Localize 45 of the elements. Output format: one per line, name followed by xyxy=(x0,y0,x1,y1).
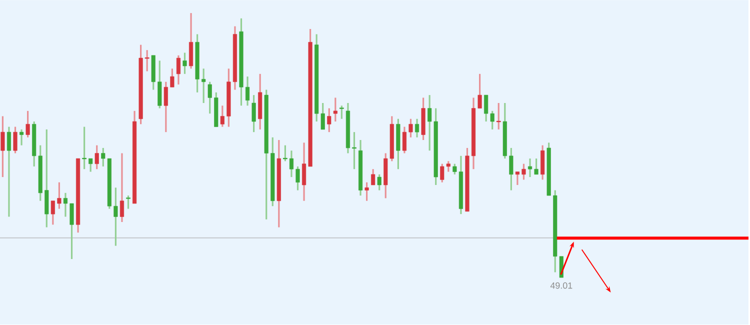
candlestick xyxy=(202,68,206,104)
candlestick xyxy=(188,12,194,70)
candlestick xyxy=(515,171,520,186)
candlestick xyxy=(44,128,49,228)
candlestick xyxy=(509,147,514,192)
candlestick xyxy=(176,54,181,86)
candlestick xyxy=(534,158,538,176)
candlestick xyxy=(528,158,532,178)
candlestick xyxy=(164,81,168,134)
candlestick xyxy=(13,126,18,154)
candlestick xyxy=(540,144,545,181)
candlestick xyxy=(50,200,55,226)
candlestick xyxy=(0,116,5,178)
candlestick xyxy=(57,182,62,210)
candlestick xyxy=(94,144,99,170)
candlestick xyxy=(478,73,482,110)
candlestick xyxy=(114,187,118,247)
candlestick xyxy=(522,163,526,181)
candlestick xyxy=(408,118,413,138)
candlestick xyxy=(88,158,93,173)
candlestick xyxy=(333,97,338,123)
candlestick xyxy=(289,150,294,178)
candlestick xyxy=(182,52,187,75)
candlestick xyxy=(120,152,124,224)
candlestick xyxy=(220,105,224,128)
candlestick xyxy=(402,126,406,154)
candlestick xyxy=(377,174,382,192)
candlestick xyxy=(371,168,376,186)
candlestick xyxy=(296,166,300,192)
candlestick xyxy=(20,128,24,146)
candlestick xyxy=(70,202,74,260)
candlestick xyxy=(364,182,369,202)
candlestick xyxy=(338,105,344,120)
candlestick xyxy=(252,94,256,134)
x-tick-label: 49.01 xyxy=(550,282,572,289)
candlestick xyxy=(6,126,12,218)
candlestick xyxy=(158,60,162,110)
candlestick xyxy=(245,76,250,107)
candlestick xyxy=(327,108,332,134)
candlestick xyxy=(26,110,30,138)
candlestick xyxy=(208,81,212,115)
candlestick xyxy=(414,118,420,138)
candlestick xyxy=(302,142,306,202)
candlestick xyxy=(170,68,174,88)
candlestick xyxy=(63,192,68,218)
